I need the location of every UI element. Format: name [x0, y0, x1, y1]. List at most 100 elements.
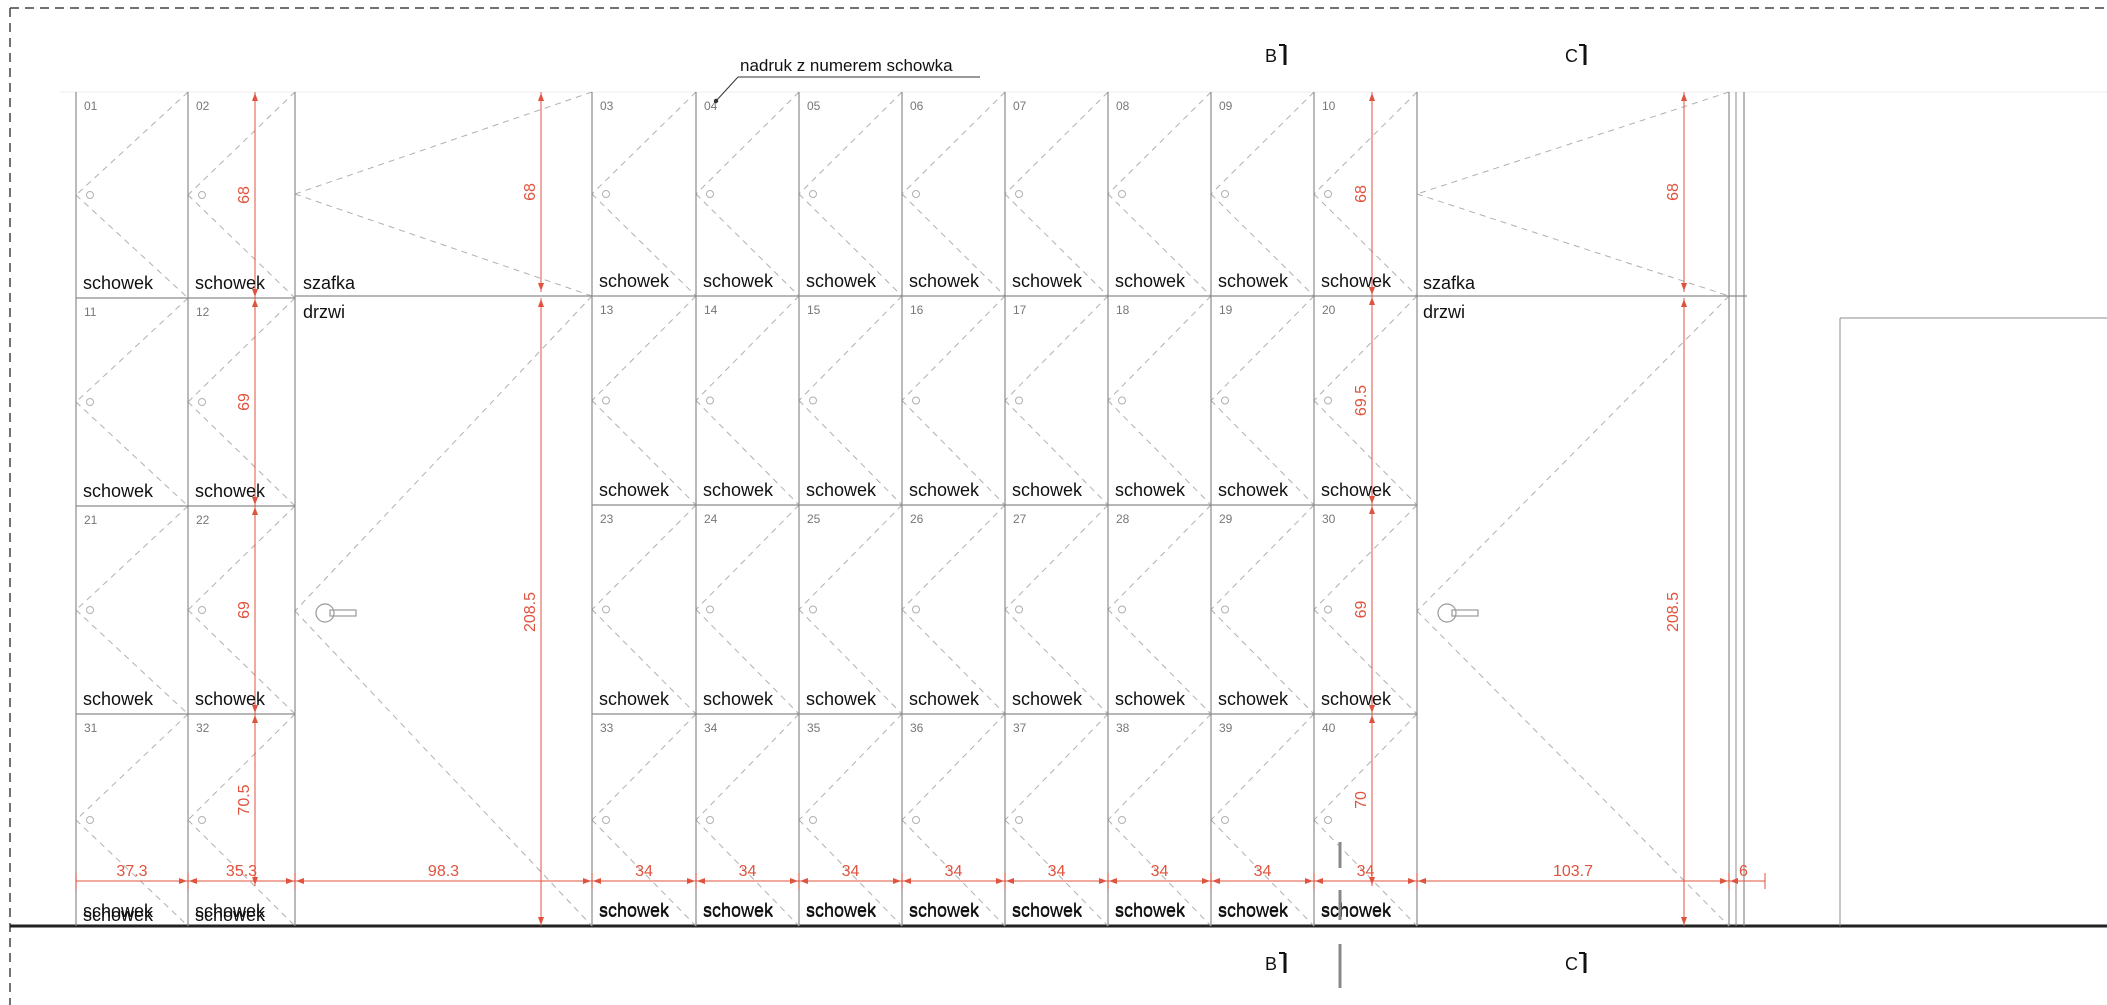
hinge-marker-icon: [912, 816, 920, 824]
locker-8-2-swing-b: [1210, 609, 1315, 715]
locker-4-1-swing-b: [798, 400, 903, 506]
locker-2-1-swing-a: [591, 295, 697, 401]
locker-8-0-swing-b: [1210, 193, 1315, 297]
locker-number-17: 17: [1013, 303, 1027, 317]
locker-6-0-swing-a: [1004, 91, 1109, 195]
locker-number-27: 27: [1013, 512, 1027, 526]
hinge-marker-icon: [1015, 605, 1023, 614]
width-dim-6: 34: [945, 863, 963, 880]
cabinet-left-top-dim-arrow-top: [538, 93, 544, 101]
cabinet-right-door-dim-arrow-bottom: [1681, 917, 1687, 925]
width-dim-5: 34: [842, 863, 860, 880]
locker-label-18: schowek: [1115, 480, 1186, 500]
locker-0-1-swing-b: [75, 401, 189, 507]
height-dim-left-1-arrow-bottom: [252, 497, 258, 505]
locker-label-30: schowek: [1321, 689, 1392, 709]
width-dim-arrow-r-11: [1408, 878, 1416, 884]
locker-1-0-swing-a: [187, 91, 296, 196]
locker-7-3-swing-b: [1107, 819, 1212, 927]
locker-label-10: schowek: [1321, 271, 1392, 291]
locker-number-06: 06: [910, 99, 924, 113]
locker-number-05: 05: [807, 99, 821, 113]
width-dim-arrow-l-11: [1418, 878, 1426, 884]
width-dim-arrow-l-1: [189, 878, 197, 884]
width-dim-2: 98.3: [428, 863, 459, 880]
cabinet-right-top-swing-a: [1416, 91, 1730, 195]
hinge-marker-icon: [912, 190, 920, 198]
locker-9-3-swing-b: [1313, 819, 1418, 927]
locker-4-0-swing-b: [798, 193, 903, 297]
height-dim-left-0-arrow-bottom: [252, 289, 258, 297]
locker-8-1-swing-a: [1210, 295, 1315, 401]
cabinet-left-door-dim-text: 208.5: [522, 592, 539, 632]
door-handle-bar: [1451, 609, 1479, 617]
width-dim-arrow-l-9: [1212, 878, 1220, 884]
hinge-marker-icon: [198, 816, 206, 824]
cabinet-left-door-swing-a: [294, 295, 593, 612]
hinge-marker-icon: [1015, 190, 1023, 198]
width-dim-4: 34: [739, 863, 757, 880]
width-dim-arrow-l-8: [1109, 878, 1117, 884]
height-dim-left-2-arrow-top: [252, 507, 258, 515]
locker-2-0-swing-b: [591, 193, 697, 297]
locker-5-3-swing-a: [901, 713, 1006, 821]
width-dim-8: 34: [1151, 863, 1169, 880]
hinge-marker-icon: [1324, 816, 1332, 824]
locker-4-3-swing-a: [798, 713, 903, 821]
height-dim-left-2-text: 69: [236, 601, 253, 619]
hinge-marker-icon: [706, 190, 714, 198]
hinge-marker-icon: [198, 398, 206, 406]
locker-number-40: 40: [1322, 721, 1336, 735]
locker-label-01: schowek: [83, 273, 154, 293]
locker-number-33: 33: [600, 721, 614, 735]
locker-3-3-swing-b: [695, 819, 800, 927]
locker-number-39: 39: [1219, 721, 1233, 735]
annotation-leader-dot: [713, 98, 719, 104]
locker-9-1-swing-a: [1313, 295, 1418, 401]
locker-8-3-swing-a: [1210, 713, 1315, 821]
locker-7-2-swing-b: [1107, 609, 1212, 715]
locker-label-08: schowek: [1115, 271, 1186, 291]
locker-number-16: 16: [910, 303, 924, 317]
hinge-marker-icon: [1118, 190, 1126, 198]
width-dim-arrow-r-3: [583, 878, 591, 884]
section-mark-c-bottom: C: [1565, 954, 1578, 974]
locker-label-34: schowek: [703, 901, 774, 921]
hinge-marker-icon: [706, 396, 714, 405]
locker-number-22: 22: [196, 513, 210, 527]
hinge-marker-icon: [1324, 605, 1332, 614]
width-dim-arrow-l-2: [296, 878, 304, 884]
locker-label-bottom-6: schowek: [1012, 900, 1083, 920]
hinge-marker-icon: [1015, 816, 1023, 824]
locker-0-0-swing-a: [75, 91, 189, 196]
locker-number-35: 35: [807, 721, 821, 735]
height-dim-right-3-text: 70: [1353, 791, 1370, 809]
locker-label-07: schowek: [1012, 271, 1083, 291]
hinge-marker-icon: [912, 605, 920, 614]
locker-number-15: 15: [807, 303, 821, 317]
locker-label-14: schowek: [703, 480, 774, 500]
locker-6-2-swing-a: [1004, 504, 1109, 610]
door-handle-icon: [315, 603, 335, 623]
section-mark-c-top: C: [1565, 46, 1578, 66]
width-dim-11: 103.7: [1553, 863, 1593, 880]
locker-8-2-swing-a: [1210, 504, 1315, 610]
locker-1-3-swing-b: [187, 819, 296, 927]
width-dim-arrow-r-1: [179, 878, 187, 884]
locker-label-04: schowek: [703, 271, 774, 291]
hinge-marker-icon: [602, 396, 610, 405]
locker-number-18: 18: [1116, 303, 1130, 317]
locker-4-0-swing-a: [798, 91, 903, 195]
locker-1-2-swing-b: [187, 609, 296, 715]
locker-number-28: 28: [1116, 512, 1130, 526]
width-dim-arrow-l-12: [1730, 878, 1738, 884]
locker-label-12: schowek: [195, 481, 266, 501]
locker-number-24: 24: [704, 512, 718, 526]
hinge-marker-icon: [706, 816, 714, 824]
locker-number-14: 14: [704, 303, 718, 317]
cabinet-left-top-dim-text: 68: [522, 183, 539, 201]
hinge-marker-icon: [602, 816, 610, 824]
hinge-marker-icon: [1324, 190, 1332, 198]
hinge-marker-icon: [602, 605, 610, 614]
hinge-marker-icon: [1221, 396, 1229, 405]
